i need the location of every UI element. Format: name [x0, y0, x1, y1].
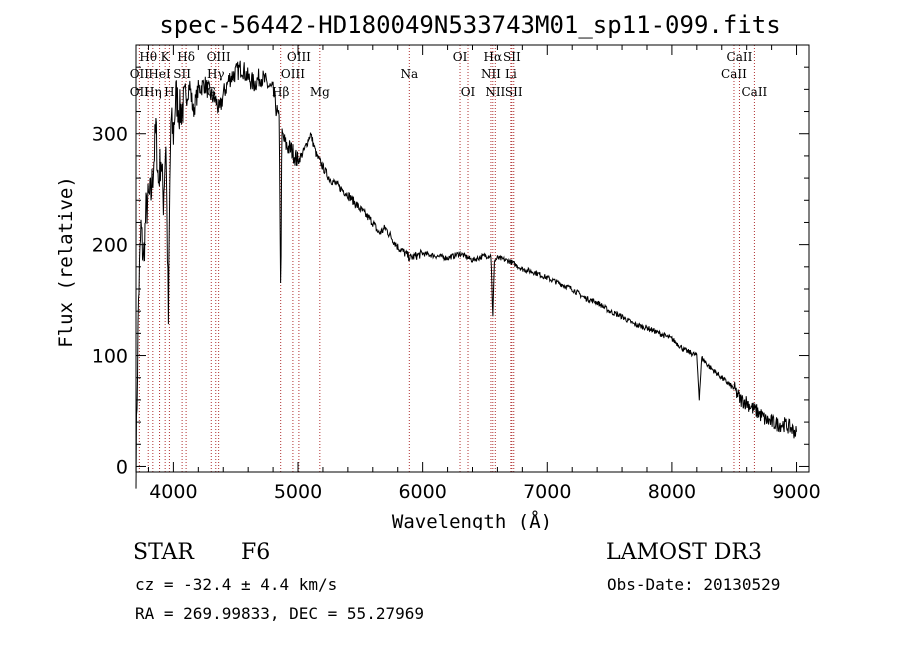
spectral-line-label: Li — [505, 67, 517, 81]
y-axis-ticks: 0 100 200 300 — [92, 66, 809, 478]
spectral-line-label: Hθ — [139, 50, 157, 64]
spectral-line-label: Hη — [144, 85, 162, 99]
spectral-line-label: Hβ — [272, 85, 289, 99]
obs-date: Obs-Date: 20130529 — [607, 575, 781, 594]
spectrum-chart: spec-56442-HD180049N533743M01_sp11-099.f… — [55, 11, 821, 530]
spectral-line-label: CaII — [741, 85, 767, 99]
x-tick-label: 6000 — [398, 481, 446, 503]
y-tick-label: 100 — [92, 346, 128, 368]
spectral-line-label: Hγ — [207, 67, 225, 81]
spectral-line-label: Na — [400, 67, 418, 81]
redshift-readout: cz = -32.4 ± 4.4 km/s — [135, 575, 338, 594]
spectral-line-label: CaII — [727, 50, 753, 64]
y-tick-label: 200 — [92, 235, 128, 257]
chart-title: spec-56442-HD180049N533743M01_sp11-099.f… — [159, 11, 780, 39]
spectral-line-label: NII — [485, 85, 505, 99]
spectral-line-label: OIII — [207, 50, 231, 64]
y-axis-title: Flux (relative) — [55, 176, 77, 348]
spectral-line-label: OIII — [281, 67, 305, 81]
x-tick-label: 5000 — [274, 481, 322, 503]
spectral-line-label: H — [164, 85, 174, 99]
y-tick-label: 300 — [92, 124, 128, 146]
coordinates: RA = 269.99833, DEC = 55.27969 — [135, 604, 424, 623]
spectral-line-label: NII — [481, 67, 501, 81]
x-tick-label: 8000 — [648, 481, 696, 503]
spectral-line-label: CaII — [721, 67, 747, 81]
spectral-line-label: OI — [453, 50, 468, 64]
spectral-line-label: SII — [505, 85, 523, 99]
spectral-line-label: Hδ — [177, 50, 195, 64]
spectral-line-label: OI — [461, 85, 476, 99]
object-subclass: F6 — [241, 540, 271, 565]
spectral-line-label: OII — [130, 67, 150, 81]
x-tick-label: 7000 — [523, 481, 571, 503]
spectral-line-label: HeI — [148, 67, 171, 81]
y-tick-label: 0 — [116, 456, 128, 478]
spectral-line-label: OII — [130, 85, 150, 99]
spectral-line-label: OIII — [287, 50, 311, 64]
object-class: STAR — [133, 540, 194, 565]
x-axis-ticks: 4000 5000 6000 7000 8000 9000 — [147, 45, 821, 503]
x-tick-label: 9000 — [772, 481, 820, 503]
spectral-line-label: SII — [173, 67, 191, 81]
x-tick-label: 4000 — [149, 481, 197, 503]
spectral-line-label: SII — [503, 50, 521, 64]
spectral-line-label: Mg — [310, 85, 330, 99]
survey-name: LAMOST DR3 — [606, 540, 762, 565]
spectral-line-label: K — [161, 50, 171, 64]
spectral-line-label: Hα — [484, 50, 503, 64]
spectrum-series-line — [135, 60, 797, 489]
x-axis-title: Wavelength (Å) — [392, 510, 552, 530]
